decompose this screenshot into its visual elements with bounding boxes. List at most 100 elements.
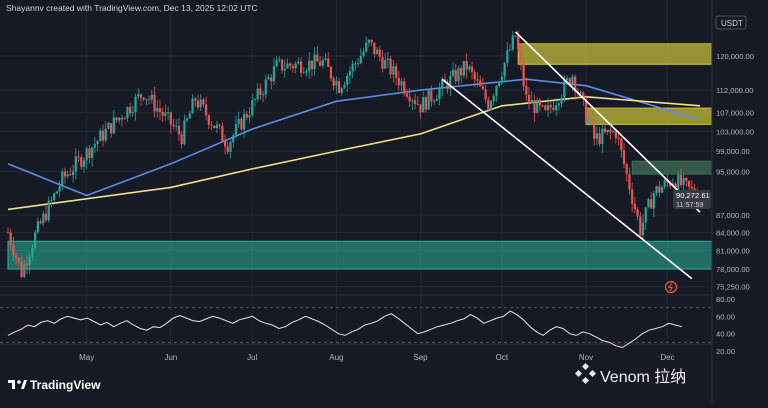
candle-body: [207, 115, 210, 125]
candle: [511, 30, 514, 52]
candle-body: [310, 60, 314, 69]
candle: [639, 212, 642, 239]
candle: [215, 120, 219, 133]
candle-body: [479, 80, 482, 87]
candle-body: [438, 88, 441, 100]
candle: [31, 244, 34, 262]
time-tick-label: Dec: [660, 353, 674, 362]
candle-body: [294, 63, 297, 69]
candle: [536, 97, 539, 114]
candle: [316, 46, 319, 62]
alert-icon[interactable]: [664, 280, 678, 294]
candle: [612, 128, 615, 134]
candle-body: [240, 118, 243, 130]
candle-body: [223, 141, 227, 147]
candle: [454, 63, 457, 84]
candle: [508, 43, 512, 52]
demand-zone: [7, 240, 713, 270]
candle: [177, 117, 181, 141]
candle: [156, 100, 159, 118]
candle: [251, 93, 254, 118]
candle-body: [156, 108, 159, 112]
rsi-axis[interactable]: 80.00 60.00 40.00 20.00: [716, 295, 735, 356]
candle: [557, 101, 560, 111]
candle: [332, 76, 335, 91]
candle: [506, 41, 509, 67]
candle: [413, 94, 417, 110]
candle-body: [316, 54, 319, 62]
candle: [85, 146, 88, 169]
candle: [240, 116, 243, 131]
candle-body: [628, 173, 631, 190]
candle: [169, 111, 172, 134]
candle-body: [177, 125, 181, 135]
candle-body: [327, 58, 330, 67]
candle-body: [196, 100, 200, 108]
price-tick-label: 87,000.00: [716, 211, 750, 220]
moving-averages: [7, 78, 701, 211]
candle: [679, 168, 683, 188]
rsi-tick-label: 60.00: [716, 312, 735, 321]
candle-body: [213, 125, 216, 129]
candle: [297, 57, 300, 65]
candle-body: [158, 108, 162, 112]
candle-body: [435, 99, 438, 101]
candle-body: [104, 128, 107, 141]
candle: [63, 167, 67, 184]
candle: [481, 77, 485, 91]
candle-body: [682, 177, 685, 186]
candle: [172, 119, 175, 130]
candle-body: [164, 112, 167, 116]
price-axis[interactable]: USDT 120,000.00 112,000.00 107,000.00 103,0…: [715, 15, 754, 292]
watermark-text: Venom 拉纳: [600, 368, 686, 386]
candle: [430, 85, 433, 107]
time-tick-label: Jun: [164, 353, 177, 362]
candle: [641, 214, 645, 242]
candle: [362, 47, 365, 58]
candle: [348, 66, 352, 84]
zones: [7, 43, 713, 270]
candle: [299, 57, 303, 78]
candle-body: [614, 131, 617, 138]
currency-badge[interactable]: [715, 15, 747, 30]
price-tick-label: 120,000.00: [716, 52, 754, 61]
candle: [677, 171, 680, 191]
candle-body: [606, 129, 609, 133]
candle: [622, 142, 626, 168]
candle-body: [489, 101, 493, 110]
candle: [408, 87, 411, 107]
candle-body: [636, 209, 639, 217]
candle-body: [427, 90, 430, 110]
candle: [419, 104, 422, 119]
candle: [484, 85, 487, 103]
candle: [245, 110, 248, 121]
candle-body: [72, 171, 75, 175]
candle-body: [587, 121, 590, 123]
candle: [218, 123, 221, 130]
candle-body: [215, 124, 219, 129]
candle: [519, 42, 522, 71]
candle-body: [595, 133, 598, 139]
candle-body: [232, 135, 235, 143]
candle-body: [677, 174, 680, 190]
candle: [110, 122, 113, 139]
candle: [58, 180, 61, 198]
price-tick-label: 95,000.00: [716, 168, 750, 177]
tradingview-logo-icon[interactable]: [8, 380, 27, 389]
candle: [587, 115, 590, 127]
candle-body: [137, 94, 140, 97]
time-axis[interactable]: May Jun Jul Aug Sep Oct Nov Dec: [79, 353, 674, 362]
candle-body: [620, 138, 623, 150]
candle: [327, 52, 330, 68]
candle: [194, 96, 197, 107]
candle: [609, 126, 612, 140]
candle: [652, 190, 655, 218]
candle-body: [356, 63, 360, 65]
candle-body: [278, 59, 281, 61]
candle-body: [557, 103, 560, 106]
candle-body: [175, 125, 178, 127]
price-tick-label: 99,000.00: [716, 147, 750, 156]
candle-body: [110, 123, 113, 134]
candle: [91, 146, 94, 167]
